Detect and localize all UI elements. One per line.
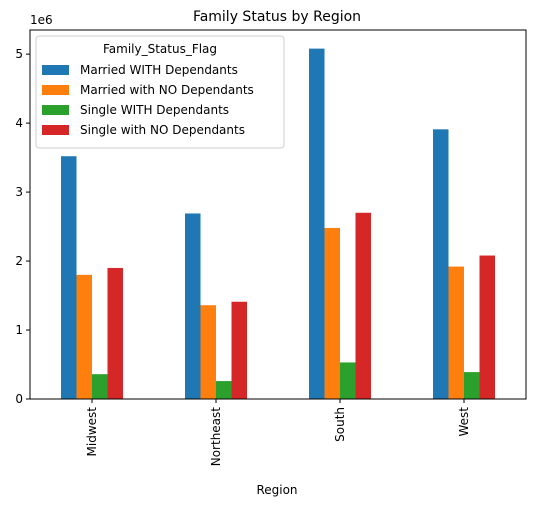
bar [92, 374, 108, 399]
bar [355, 212, 371, 399]
bar [309, 48, 325, 400]
legend-swatch [42, 125, 69, 135]
y-axis-multiplier: 1e6 [30, 13, 53, 27]
y-tick-label: 5 [15, 47, 23, 61]
legend-label: Single WITH Dependants [80, 103, 229, 117]
x-axis-title: Region [256, 483, 297, 497]
y-tick-label: 1 [15, 323, 23, 337]
x-tick-label: South [333, 407, 347, 442]
y-tick-label: 3 [15, 185, 23, 199]
bar [216, 381, 232, 399]
x-tick-label: Northeast [209, 407, 223, 467]
y-axis: 0 1 2 3 4 5 [15, 47, 30, 406]
bar [107, 267, 123, 399]
bar [185, 213, 201, 399]
legend-label: Married with NO Dependants [80, 83, 254, 97]
legend-label: Married WITH Dependants [80, 63, 238, 77]
legend-entries: Married WITH Dependants Married with NO D… [42, 63, 254, 137]
bar [464, 372, 480, 399]
plot-frame [29, 29, 527, 400]
bar [340, 362, 356, 399]
y-tick-label: 0 [15, 392, 23, 406]
bar [448, 266, 464, 399]
bar [231, 301, 247, 399]
x-axis: Midwest Northeast South West [85, 399, 471, 466]
bar [479, 255, 495, 399]
bar [200, 305, 216, 399]
y-tick-label: 2 [15, 254, 23, 268]
bar [324, 227, 340, 399]
legend-swatch [42, 65, 69, 75]
legend: Family_Status_Flag Married WITH Dependan… [35, 35, 285, 149]
y-tick-label: 4 [15, 116, 23, 130]
legend-title: Family_Status_Flag [103, 42, 217, 56]
x-tick-label: West [457, 407, 471, 437]
bars-layer [61, 48, 495, 400]
legend-swatch [42, 105, 69, 115]
chart-title: Family Status by Region [193, 9, 361, 25]
legend-label: Single with NO Dependants [80, 123, 245, 137]
bar [76, 274, 92, 399]
bar [61, 156, 77, 399]
legend-box [35, 35, 285, 149]
legend-swatch [42, 85, 69, 95]
x-tick-label: Midwest [85, 407, 99, 457]
bar [433, 129, 449, 399]
